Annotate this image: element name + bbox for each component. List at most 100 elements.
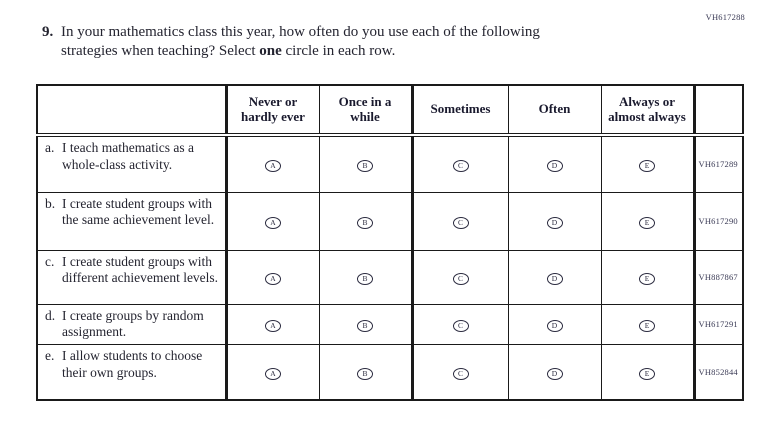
option-cell: D xyxy=(508,304,602,345)
answer-bubble[interactable]: E xyxy=(639,216,655,229)
row-letter: e. xyxy=(45,347,55,363)
bubble-letter: A xyxy=(270,274,276,284)
answer-bubble[interactable]: B xyxy=(357,319,373,332)
answer-bubble[interactable]: D xyxy=(546,367,563,380)
option-cell: D xyxy=(508,250,602,304)
answer-bubble[interactable]: E xyxy=(639,160,655,172)
bubble-letter: E xyxy=(644,274,650,284)
option-cell: C xyxy=(412,344,509,401)
answer-bubble[interactable]: E xyxy=(639,272,655,285)
bubble-letter: B xyxy=(362,274,368,284)
column-header-often: Often xyxy=(508,85,602,137)
question-line2-part2: circle in each row. xyxy=(281,43,396,59)
option-cell: A xyxy=(226,304,320,345)
question-text: In your mathematics class this year, how… xyxy=(61,23,702,61)
column-header-once-in-a-while: Once in a while xyxy=(319,85,414,137)
option-cell: A xyxy=(226,192,320,250)
row-statement-cell: b. I create student groups with the same… xyxy=(37,192,228,250)
bubble-letter: A xyxy=(270,218,276,228)
answer-bubble[interactable]: A xyxy=(265,216,281,229)
answer-bubble[interactable]: C xyxy=(452,160,469,172)
bubble-letter: B xyxy=(362,161,368,171)
table-row-b: b. I create student groups with the same… xyxy=(37,192,743,250)
column-header-sometimes: Sometimes xyxy=(412,85,509,137)
bubble-letter: A xyxy=(270,161,276,171)
row-statement-cell: a. I teach mathematics as a whole-class … xyxy=(37,135,228,192)
bubble-letter: B xyxy=(362,369,368,379)
bubble-letter: D xyxy=(551,321,558,331)
question-line1: In your mathematics class this year, how… xyxy=(61,24,540,40)
row-accession-code: VH852844 xyxy=(698,367,738,378)
table-row-a: a. I teach mathematics as a whole-class … xyxy=(37,135,743,192)
bubble-letter: C xyxy=(457,161,463,171)
table-row-e: e. I allow students to choose their own … xyxy=(37,344,743,401)
option-cell: B xyxy=(319,304,414,345)
option-cell: C xyxy=(412,135,509,192)
option-cell: A xyxy=(226,250,320,304)
row-statement-cell: e. I allow students to choose their own … xyxy=(37,344,228,401)
bubble-letter: B xyxy=(362,218,368,228)
question-accession-code: VH617288 xyxy=(705,12,745,22)
row-accession-code: VH617289 xyxy=(698,159,738,170)
row-statement: I allow students to choose their own gro… xyxy=(62,347,203,380)
bubble-letter: B xyxy=(362,321,368,331)
answer-bubble[interactable]: B xyxy=(357,160,373,172)
option-cell: A xyxy=(226,344,320,401)
frequency-matrix-table: Never or hardly ever Once in a while Som… xyxy=(36,84,744,402)
bubble-letter: D xyxy=(551,161,558,171)
option-cell: D xyxy=(508,135,602,192)
answer-bubble[interactable]: A xyxy=(265,319,281,332)
answer-bubble[interactable]: B xyxy=(357,272,373,285)
question-line2-part1: strategies when teaching? Select xyxy=(61,43,260,59)
column-header-always: Always or almost always xyxy=(601,85,696,137)
bubble-letter: E xyxy=(644,218,650,228)
option-cell: B xyxy=(319,250,414,304)
statement-column-header xyxy=(37,85,228,137)
bubble-letter: A xyxy=(270,369,276,379)
row-statement: I create student groups with different a… xyxy=(62,253,219,286)
table-row-c: c. I create student groups with differen… xyxy=(37,250,743,304)
answer-bubble[interactable]: C xyxy=(452,272,469,285)
bubble-letter: C xyxy=(457,321,463,331)
column-header-never: Never or hardly ever xyxy=(226,85,320,137)
row-letter: d. xyxy=(45,307,56,323)
option-cell: B xyxy=(319,192,414,250)
option-cell: E xyxy=(601,250,696,304)
row-statement: I create student groups with the same ac… xyxy=(62,195,215,228)
answer-bubble[interactable]: B xyxy=(357,216,373,229)
option-cell: E xyxy=(601,192,696,250)
question-line2-bold: one xyxy=(259,43,282,59)
option-cell: E xyxy=(601,344,696,401)
answer-bubble[interactable]: D xyxy=(546,216,563,229)
option-cell: C xyxy=(412,250,509,304)
answer-bubble[interactable]: A xyxy=(265,272,281,285)
option-cell: C xyxy=(412,304,509,345)
answer-bubble[interactable]: A xyxy=(265,160,281,172)
answer-bubble[interactable]: B xyxy=(357,367,373,380)
bubble-letter: C xyxy=(457,218,463,228)
answer-bubble[interactable]: C xyxy=(452,216,469,229)
code-column-header xyxy=(694,85,743,137)
answer-bubble[interactable]: E xyxy=(639,319,655,332)
answer-bubble[interactable]: C xyxy=(452,319,469,332)
answer-bubble[interactable]: D xyxy=(546,160,563,172)
row-statement: I teach mathematics as a whole-class act… xyxy=(62,140,194,172)
row-letter: c. xyxy=(45,253,55,269)
answer-bubble[interactable]: C xyxy=(452,367,469,380)
option-cell: D xyxy=(508,344,602,401)
row-accession-code: VH617290 xyxy=(698,216,738,226)
question-block: 9. In your mathematics class this year, … xyxy=(42,23,702,61)
option-cell: D xyxy=(508,192,602,250)
bubble-letter: D xyxy=(551,369,558,379)
option-cell: A xyxy=(226,135,320,192)
answer-bubble[interactable]: D xyxy=(546,272,563,285)
answer-bubble[interactable]: A xyxy=(265,367,281,380)
row-statement: I create groups by random assignment. xyxy=(62,307,204,340)
bubble-letter: C xyxy=(457,274,463,284)
option-cell: B xyxy=(319,135,414,192)
bubble-letter: E xyxy=(644,321,650,331)
answer-bubble[interactable]: E xyxy=(639,367,655,380)
row-statement-cell: d. I create groups by random assignment. xyxy=(37,304,228,345)
answer-bubble[interactable]: D xyxy=(546,319,563,332)
